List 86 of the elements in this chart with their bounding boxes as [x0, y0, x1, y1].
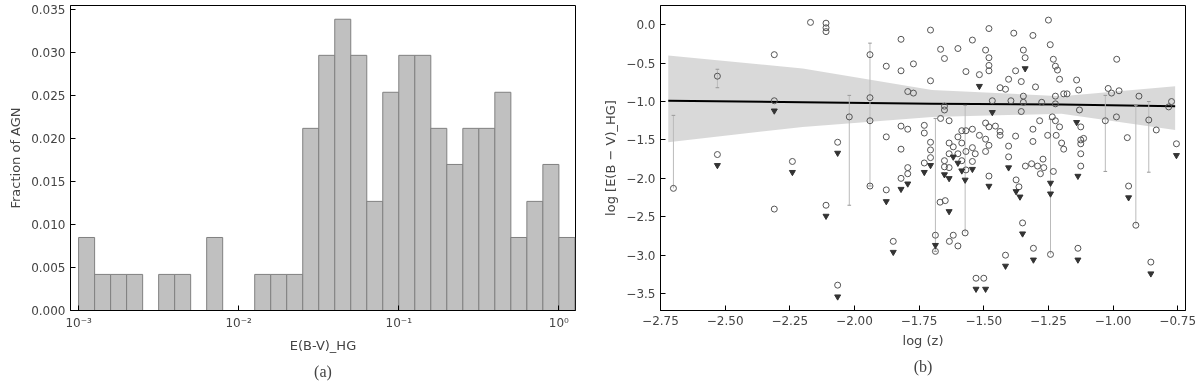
y-tick-label: 0.025: [31, 89, 66, 104]
point: [1029, 257, 1037, 264]
x-tick-label: −2.25: [771, 313, 809, 328]
point: [770, 108, 778, 115]
point: [1047, 180, 1054, 187]
y-tick-label: −1.0: [626, 95, 656, 110]
y-tick-label: 0.020: [31, 132, 66, 147]
y-tick-label: 0.005: [31, 261, 66, 276]
point: [920, 169, 928, 177]
y-axis-title: Fraction of AGN: [8, 107, 24, 209]
point: [972, 286, 980, 293]
point: [1145, 116, 1153, 124]
y-tick-label: 0.0: [636, 18, 656, 33]
point: [882, 199, 890, 206]
point: [1005, 165, 1013, 172]
point: [1019, 231, 1027, 238]
y-axis-title: log [E(B − V)_HG]: [603, 100, 619, 216]
x-tick-label: 10⁻²: [225, 315, 253, 330]
x-tick-label: −2.00: [836, 313, 873, 328]
y-tick-label: 0.010: [31, 218, 66, 233]
point: [788, 169, 796, 177]
y-tick-label: −1.5: [626, 133, 656, 148]
x-tick-label: 10⁻³: [65, 315, 92, 330]
x-tick-label: −2.75: [642, 313, 679, 328]
point: [845, 113, 853, 121]
point: [1132, 221, 1140, 229]
x-tick-label: −1.25: [1030, 313, 1067, 328]
point: [1002, 263, 1009, 270]
x-tick-label: −1.50: [965, 313, 1003, 328]
point: [954, 160, 962, 167]
x-tick-label: −1.00: [1094, 313, 1132, 328]
point: [834, 150, 842, 157]
y-tick-label: −2.0: [626, 171, 656, 186]
x-tick-label: 10⁰: [548, 315, 570, 330]
y-tick-label: 0.015: [31, 175, 66, 190]
y-tick-label: 0.000: [31, 304, 66, 318]
x-tick-label: −2.50: [706, 313, 744, 328]
point: [822, 213, 830, 220]
point: [713, 72, 721, 80]
point: [713, 163, 721, 170]
point: [968, 166, 976, 174]
point: [669, 184, 677, 192]
point: [866, 94, 874, 102]
y-tick-label: −0.5: [626, 56, 656, 71]
point: [834, 294, 842, 301]
y-tick-label: −3.0: [626, 248, 656, 263]
point: [904, 181, 912, 188]
x-tick-label: 10⁻¹: [385, 315, 413, 330]
point: [975, 83, 983, 91]
x-tick-label: −1.75: [900, 313, 938, 328]
point: [1021, 66, 1029, 73]
point: [1101, 117, 1109, 125]
point: [982, 286, 990, 293]
x-axis-title: E(B-V)_HG: [289, 337, 357, 353]
point: [1047, 250, 1054, 258]
point: [889, 249, 897, 257]
point: [931, 231, 939, 239]
point: [1074, 257, 1082, 264]
point: [958, 168, 966, 175]
point: [1012, 189, 1020, 196]
point: [961, 229, 969, 237]
point: [961, 177, 969, 184]
point: [1073, 120, 1081, 127]
point: [927, 163, 934, 170]
y-tick-label: 0.030: [31, 46, 66, 61]
point: [1047, 191, 1054, 198]
point: [945, 209, 953, 216]
y-tick-label: 0.035: [31, 3, 66, 18]
point: [1172, 153, 1180, 160]
point: [931, 242, 939, 250]
text: (a): [314, 362, 332, 381]
point: [949, 154, 957, 161]
y-tick-label: −2.5: [626, 210, 656, 225]
point: [1147, 271, 1155, 278]
point: [1016, 194, 1024, 201]
point: [1125, 195, 1133, 202]
point: [985, 183, 993, 191]
point: [988, 110, 996, 117]
text: (b): [913, 357, 933, 376]
point: [897, 186, 905, 194]
x-axis-title: log (z): [902, 332, 944, 348]
point: [940, 172, 948, 179]
x-tick-label: −0.75: [1159, 313, 1197, 328]
y-tick-label: −3.5: [626, 287, 656, 302]
point: [1074, 173, 1082, 181]
point: [945, 176, 953, 183]
